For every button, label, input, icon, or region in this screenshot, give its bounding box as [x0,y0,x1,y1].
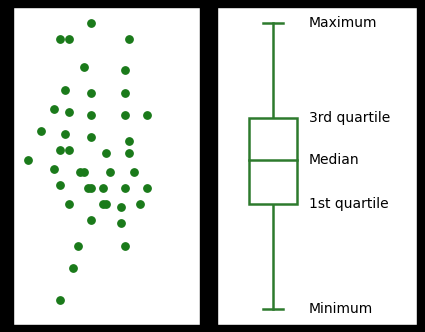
Point [144,186,151,191]
Point [125,138,132,143]
Point [65,202,72,207]
Point [88,186,95,191]
Text: Median: Median [309,153,359,167]
Point [88,217,95,223]
Point [103,202,110,207]
Point [118,221,125,226]
Point [75,243,82,248]
Text: 3rd quartile: 3rd quartile [309,111,390,125]
Point [80,170,87,175]
Point [56,36,63,41]
Point [88,90,95,95]
Text: Maximum: Maximum [309,16,377,30]
Point [107,170,113,175]
Point [24,157,31,162]
Point [56,297,63,302]
Point [65,109,72,115]
Point [69,265,76,271]
Point [62,131,68,137]
Bar [249,118,297,204]
Point [51,167,57,172]
Point [131,170,138,175]
Point [76,170,83,175]
Point [118,205,125,210]
Text: 1st quartile: 1st quartile [309,197,388,211]
Point [56,147,63,153]
Point [99,202,106,207]
Point [144,112,151,118]
Point [88,20,95,25]
Point [65,36,72,41]
Point [80,64,87,70]
Point [103,151,110,156]
Point [122,243,128,248]
Point [122,186,128,191]
Point [125,36,132,41]
Point [122,68,128,73]
Point [65,147,72,153]
Point [136,202,143,207]
Point [84,186,91,191]
Point [88,112,95,118]
Point [122,112,128,118]
Point [37,128,44,133]
Point [122,90,128,95]
Point [99,186,106,191]
Point [51,106,57,111]
Point [56,183,63,188]
Text: Minimum: Minimum [309,302,373,316]
Point [88,135,95,140]
Point [62,87,68,92]
Point [125,151,132,156]
